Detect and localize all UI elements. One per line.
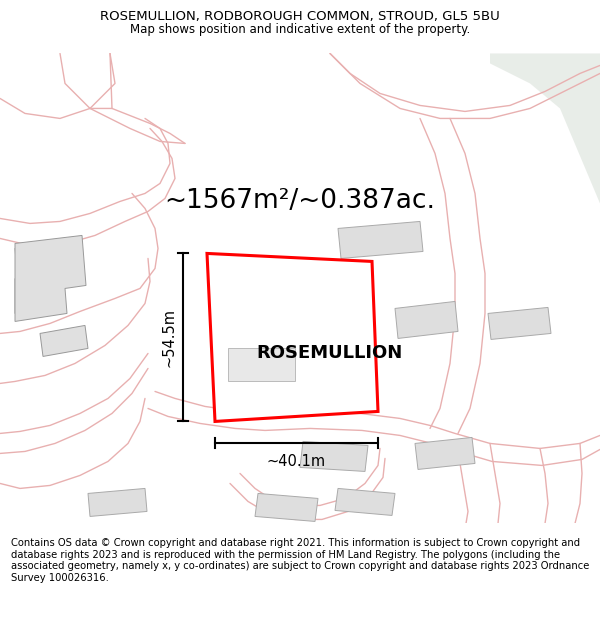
Polygon shape <box>255 494 318 521</box>
Polygon shape <box>15 241 83 286</box>
Polygon shape <box>335 489 395 516</box>
Polygon shape <box>228 349 295 381</box>
Polygon shape <box>300 441 368 471</box>
Text: ~54.5m: ~54.5m <box>161 308 176 367</box>
Text: Contains OS data © Crown copyright and database right 2021. This information is : Contains OS data © Crown copyright and d… <box>11 538 589 582</box>
Polygon shape <box>488 308 551 339</box>
Polygon shape <box>207 254 378 421</box>
Text: ROSEMULLION: ROSEMULLION <box>257 344 403 362</box>
Polygon shape <box>395 301 458 339</box>
Polygon shape <box>490 54 600 204</box>
Polygon shape <box>40 326 88 356</box>
Text: ~40.1m: ~40.1m <box>267 454 326 469</box>
Polygon shape <box>88 489 147 516</box>
Polygon shape <box>15 236 86 321</box>
Text: Map shows position and indicative extent of the property.: Map shows position and indicative extent… <box>130 24 470 36</box>
Text: ROSEMULLION, RODBOROUGH COMMON, STROUD, GL5 5BU: ROSEMULLION, RODBOROUGH COMMON, STROUD, … <box>100 10 500 22</box>
Text: ~1567m²/~0.387ac.: ~1567m²/~0.387ac. <box>164 189 436 214</box>
Polygon shape <box>15 279 22 314</box>
Polygon shape <box>338 221 423 259</box>
Polygon shape <box>415 438 475 469</box>
